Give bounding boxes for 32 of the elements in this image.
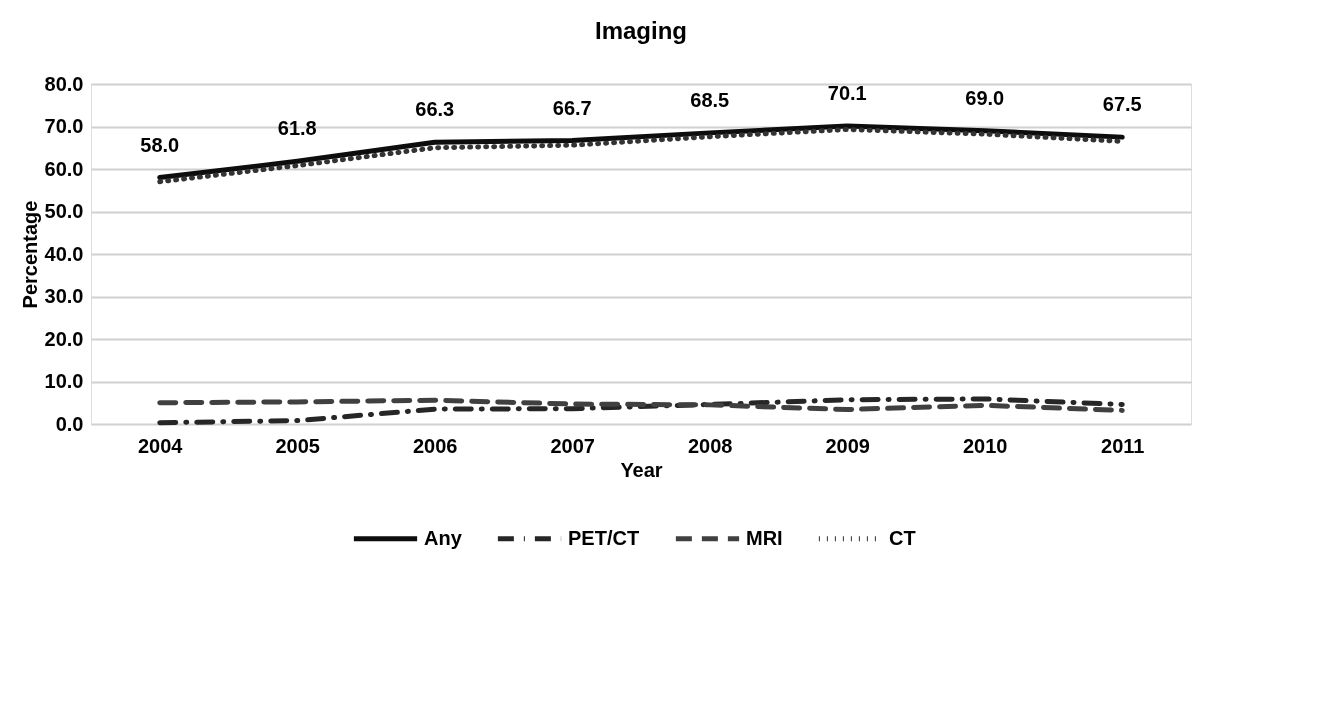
- data-label: 66.3: [415, 98, 455, 121]
- x-tick-label: 2005: [275, 434, 320, 457]
- data-label: 61.8: [277, 117, 317, 140]
- legend-label: PET/CT: [568, 526, 640, 549]
- y-axis-title: Percentage: [18, 200, 41, 309]
- x-tick-label: 2004: [138, 434, 184, 457]
- y-tick-label: 50.0: [44, 200, 84, 222]
- chart-title: Imaging: [594, 17, 688, 44]
- y-tick-label: 70.0: [44, 115, 84, 137]
- data-label: 66.7: [552, 96, 592, 119]
- x-tick-label: 2010: [963, 434, 1008, 457]
- x-tick-label: 2011: [1101, 434, 1145, 457]
- legend-label: MRI: [746, 526, 783, 549]
- y-tick-label: 80.0: [44, 72, 84, 95]
- y-tick-label: 10.0: [44, 370, 84, 392]
- data-label: 68.5: [690, 88, 730, 111]
- x-tick-label: 2007: [550, 434, 595, 457]
- y-tick-label: 60.0: [44, 157, 84, 180]
- data-label: 67.5: [1102, 93, 1142, 116]
- x-tick-label: 2006: [413, 434, 458, 457]
- data-label: 70.1: [827, 82, 867, 105]
- data-label: 69.0: [965, 86, 1005, 109]
- x-tick-label: 2009: [825, 434, 870, 457]
- y-tick-label: 40.0: [44, 242, 84, 265]
- x-tick-label: 2008: [688, 434, 733, 457]
- y-tick-label: 20.0: [44, 327, 84, 350]
- legend-label: CT: [889, 526, 916, 549]
- y-tick-label: 30.0: [44, 285, 84, 307]
- y-tick-label: 0.0: [55, 412, 84, 435]
- x-axis-title: Year: [620, 458, 663, 481]
- legend-label: Any: [424, 526, 463, 549]
- data-label: 58.0: [140, 133, 180, 156]
